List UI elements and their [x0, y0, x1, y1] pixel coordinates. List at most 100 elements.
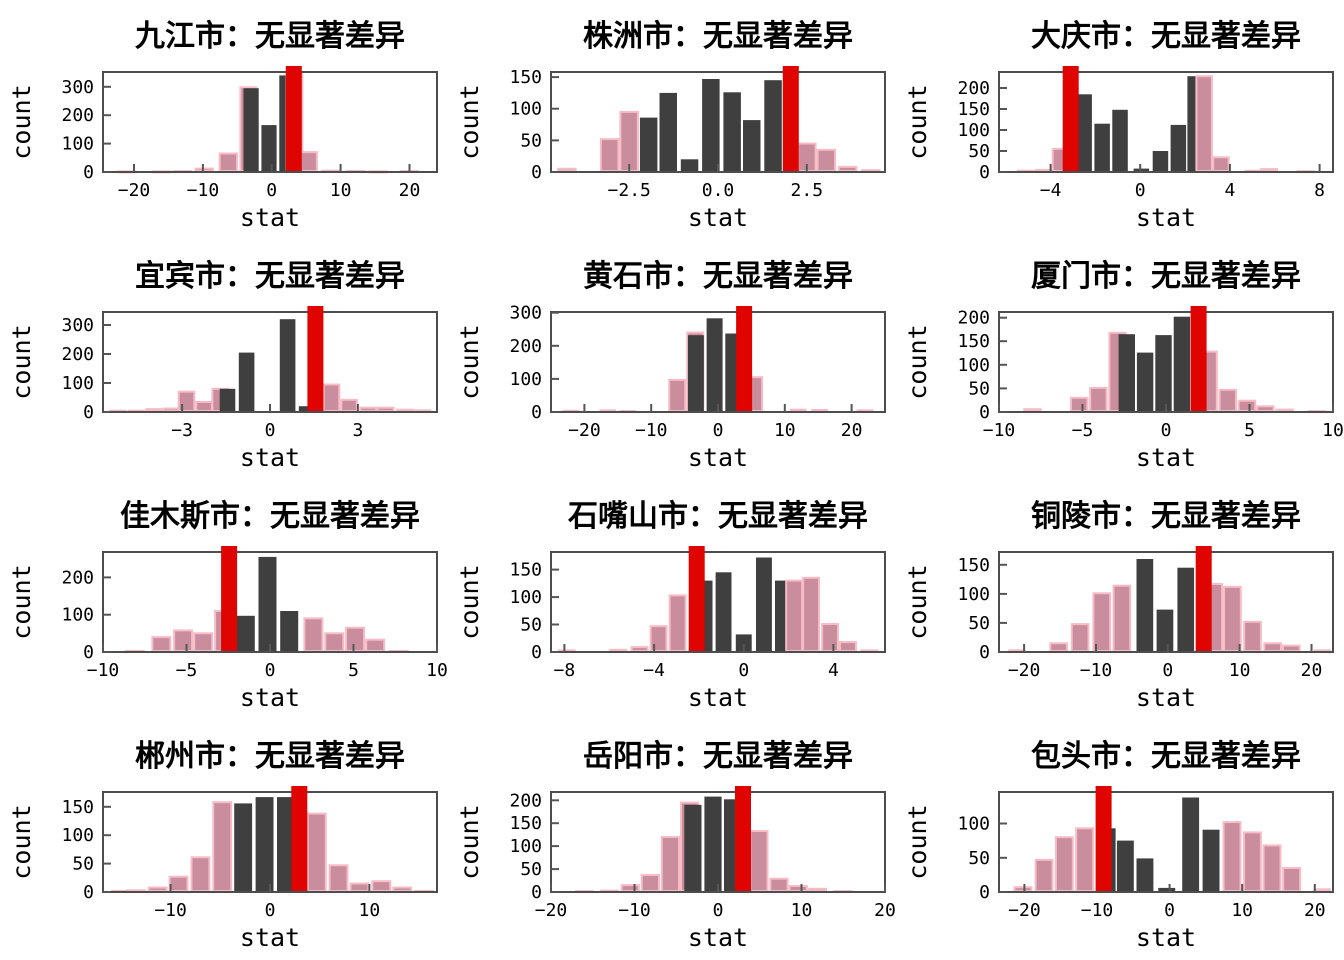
histogram-bar-null [788, 885, 808, 892]
subplot-title: 岳阳市：无显著差异 [583, 739, 853, 774]
x-tick-label: −3 [171, 420, 193, 441]
histogram-bar-observed [735, 634, 752, 651]
x-tick-label: 0 [266, 180, 277, 201]
histogram-bar-null [1223, 585, 1242, 652]
histogram-bar-null [306, 812, 327, 892]
x-axis-label: stat [688, 203, 748, 232]
y-tick-label: 0 [83, 882, 94, 903]
histogram-bar-null [1282, 644, 1301, 653]
histogram-bar-observed [1177, 567, 1195, 651]
x-tick-label: −10 [1080, 660, 1113, 681]
y-axis-label: count [455, 804, 484, 879]
histogram-bar-null [807, 887, 827, 893]
histogram-bar-null [749, 830, 769, 892]
x-tick-label: 10 [330, 180, 352, 201]
subplot-cell-8: −8 −4 0 4 0 50 100 150 石嘴山市：无显著差异 stat count [448, 480, 896, 720]
histogram-subplot: −20 −10 0 10 20050100150200岳阳市：无显著差异statcoun… [455, 739, 896, 952]
y-tick-label: 0 [531, 162, 542, 183]
histogram-bar-observed [280, 611, 299, 651]
histogram-bar-null [821, 623, 840, 652]
histogram-bar-observed [279, 319, 296, 411]
y-tick-label: 50 [520, 615, 542, 636]
subplot-cell-6: −10 −5 0 5 10 0 50 100 150 200 厦门市：无显著差异 stat count [896, 240, 1344, 480]
subplot-title: 黄石市：无显著差异 [583, 259, 853, 294]
x-tick-label: 0 [738, 660, 749, 681]
x-tick-label: 20 [1301, 660, 1323, 681]
y-tick-label: 100 [509, 99, 542, 120]
observed-stat-marker [221, 546, 238, 651]
histogram-bar-null [163, 407, 181, 412]
x-tick-label: 0 [265, 420, 276, 441]
subplot-title: 宜宾市：无显著差异 [135, 259, 405, 294]
x-axis-label: stat [1136, 923, 1196, 952]
y-tick-label: 300 [61, 315, 94, 336]
histogram-bar-observed [1076, 94, 1092, 171]
histogram-bar-null [816, 148, 837, 173]
histogram-bar-observed [715, 572, 732, 651]
histogram-bar-null [609, 648, 628, 653]
observed-stat-marker [735, 786, 751, 891]
histogram-bar-null [785, 579, 804, 652]
histogram-bar-null [619, 110, 639, 172]
y-tick-label: 150 [957, 99, 990, 120]
x-tick-label: −2.5 [608, 180, 651, 201]
histogram-bar-observed [1094, 123, 1110, 171]
x-tick-label: 4 [828, 660, 839, 681]
subplot-cell-11: −20 −10 0 10 20 0 50 100 150 200 岳阳市：无显著差异 stat coun… [448, 720, 896, 960]
y-tick-label: 300 [509, 303, 542, 324]
histogram-bar-observed [764, 80, 782, 171]
y-tick-label: 0 [979, 882, 990, 903]
histogram-bar-null [620, 884, 640, 893]
y-tick-label: 50 [72, 854, 94, 875]
x-tick-label: 4 [1224, 180, 1235, 201]
histogram-bar-null [649, 625, 668, 652]
y-tick-label: 0 [531, 642, 542, 663]
histogram-bar-null [1212, 156, 1230, 173]
y-tick-label: 200 [61, 105, 94, 126]
x-tick-label: −10 [983, 420, 1016, 441]
histogram-bar-null [1023, 408, 1042, 412]
y-tick-label: 150 [957, 331, 990, 352]
x-tick-label: 20 [1304, 900, 1326, 921]
histogram-bar-null [1034, 858, 1054, 893]
histogram-bar-null [328, 864, 349, 893]
histogram-bar-observed [756, 557, 772, 651]
y-axis-label: count [7, 324, 36, 399]
histogram-bar-null [396, 408, 414, 412]
y-tick-label: 100 [509, 369, 542, 390]
histogram-bar-observed [1152, 151, 1169, 171]
x-tick-label: 0 [265, 660, 276, 681]
y-axis-label: count [7, 564, 36, 639]
histogram-bar-null [1218, 388, 1238, 413]
histogram-bar-observed [1118, 334, 1135, 411]
histogram-bar-null [193, 632, 214, 653]
x-axis-label: stat [688, 923, 748, 952]
y-tick-label: 200 [61, 567, 94, 588]
histogram-bar-observed [704, 796, 722, 891]
histogram-bar-null [1070, 396, 1089, 413]
y-tick-label: 50 [968, 613, 990, 634]
x-tick-label: −10 [618, 900, 651, 921]
x-tick-label: 0 [1164, 900, 1175, 921]
x-tick-label: 10 [1229, 660, 1251, 681]
histogram-bar-observed [1133, 168, 1150, 171]
subplot-title: 包头市：无显著差异 [1031, 739, 1301, 774]
y-axis-label: count [455, 84, 484, 159]
x-tick-label: −4 [643, 660, 665, 681]
y-axis-label: count [903, 324, 932, 399]
y-axis-label: count [7, 84, 36, 159]
histogram-bar-null [769, 877, 789, 892]
histogram-bar-null [1092, 592, 1112, 653]
x-tick-label: −5 [1072, 420, 1094, 441]
subplot-title: 郴州市：无显著差异 [135, 739, 405, 774]
y-tick-label: 200 [509, 336, 542, 357]
histogram-bar-null [147, 886, 168, 892]
y-tick-label: 100 [957, 584, 990, 605]
y-tick-label: 0 [83, 162, 94, 183]
y-tick-label: 150 [509, 813, 542, 834]
subplot-title: 株洲市：无显著差异 [583, 19, 853, 54]
